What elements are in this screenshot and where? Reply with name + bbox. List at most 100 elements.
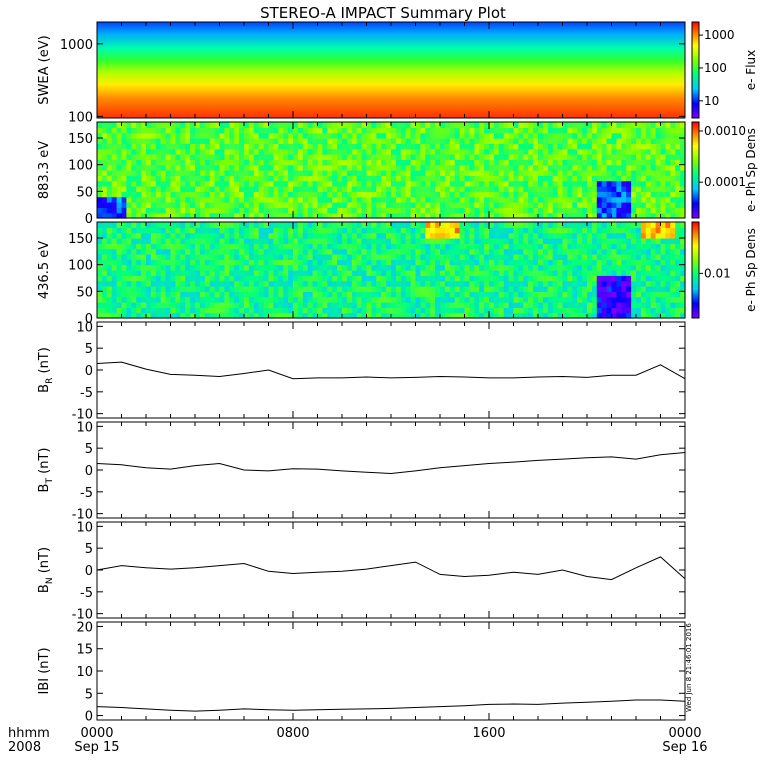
pad-cell <box>371 186 377 192</box>
pad-cell <box>660 164 666 171</box>
pad-cell <box>180 291 186 298</box>
pad-cell <box>160 232 167 239</box>
pad-cell <box>547 196 554 203</box>
pad-cell <box>322 154 328 160</box>
pad-cell <box>572 302 578 308</box>
pad-cell <box>626 254 632 260</box>
pad-cell <box>611 164 617 171</box>
pad-cell <box>361 227 368 234</box>
pad-cell <box>508 196 515 203</box>
pad-cell <box>596 259 603 266</box>
pad-cell <box>351 243 358 250</box>
pad-cell <box>361 307 368 314</box>
pad-cell <box>101 138 108 144</box>
pad-cell <box>111 222 118 228</box>
pad-cell <box>415 191 421 198</box>
pad-cell <box>381 296 387 303</box>
pad-cell <box>381 248 387 255</box>
pad-cell <box>660 307 666 314</box>
pad-cell <box>351 296 358 303</box>
pad-cell <box>567 186 573 192</box>
pad-cell <box>655 254 662 260</box>
pad-cell <box>655 275 662 282</box>
pad-cell <box>126 270 132 276</box>
pad-cell <box>513 270 519 276</box>
pad-cell <box>106 275 113 282</box>
pad-cell <box>449 191 456 198</box>
pad-cell <box>489 302 495 308</box>
pad-cell <box>214 164 221 171</box>
pad-cell <box>312 280 319 287</box>
pad-cell <box>337 286 343 292</box>
pad-cell <box>356 186 363 192</box>
pad-cell <box>239 291 245 298</box>
pad-cell <box>150 159 157 166</box>
pad-cell <box>528 122 534 128</box>
pad-cell <box>244 264 250 271</box>
pad-cell <box>165 232 172 239</box>
y-tick-label: 150 <box>68 132 93 147</box>
pad-cell <box>293 122 299 128</box>
pad-cell <box>342 254 348 260</box>
pad-cell <box>440 270 446 276</box>
pad-cell <box>199 259 206 266</box>
pad-cell <box>381 270 387 276</box>
pad-cell <box>268 175 274 182</box>
pad-cell <box>454 138 461 144</box>
pad-cell <box>405 202 412 208</box>
pad-cell <box>596 202 603 208</box>
pad-cell <box>263 259 270 266</box>
pad-cell <box>101 170 108 176</box>
pad-cell <box>596 296 603 303</box>
pad-cell <box>356 154 363 160</box>
pad-cell <box>356 232 363 239</box>
y-tick-label: 10 <box>76 420 93 435</box>
pad-cell <box>146 191 152 198</box>
pad-cell <box>621 286 627 292</box>
pad-cell <box>302 280 309 287</box>
pad-cell <box>484 138 490 144</box>
pad-cell <box>297 307 304 314</box>
pad-cell <box>469 232 475 239</box>
pad-cell <box>214 191 221 198</box>
pad-cell <box>660 275 666 282</box>
pad-cell <box>538 127 544 134</box>
pad-cell <box>234 127 240 134</box>
pad-cell <box>591 212 598 219</box>
pad-cell <box>587 270 593 276</box>
pad-cell <box>430 296 436 303</box>
pad-cell <box>371 307 377 314</box>
pad-cell <box>307 296 314 303</box>
pad-cell <box>498 132 505 139</box>
pad-cell <box>420 164 426 171</box>
pad-cell <box>302 270 309 276</box>
pad-cell <box>552 138 559 144</box>
pad-cell <box>214 154 221 160</box>
pad-cell <box>229 159 235 166</box>
pad-cell <box>253 122 260 128</box>
pad-cell <box>234 280 240 287</box>
pad-cell <box>160 138 167 144</box>
pad-cell <box>302 170 309 176</box>
pad-cell <box>469 122 475 128</box>
pad-cell <box>170 243 176 250</box>
pad-cell <box>391 248 397 255</box>
pad-cell <box>680 132 686 139</box>
pad-cell <box>420 259 426 266</box>
pad-cell <box>258 196 265 203</box>
pad-cell <box>244 207 250 214</box>
pad-cell <box>444 170 451 176</box>
pad-cell <box>405 270 412 276</box>
pad-cell <box>170 202 176 208</box>
pad-cell <box>528 243 534 250</box>
pad-cell <box>523 127 529 134</box>
pad-cell <box>454 186 461 192</box>
pad-cell <box>327 238 333 244</box>
pad-cell <box>381 264 387 271</box>
pad-cell <box>307 196 314 203</box>
pad-cell <box>508 212 515 219</box>
pad-cell <box>263 270 270 276</box>
pad-cell <box>258 243 265 250</box>
pad-cell <box>435 222 441 228</box>
pad-cell <box>538 259 544 266</box>
